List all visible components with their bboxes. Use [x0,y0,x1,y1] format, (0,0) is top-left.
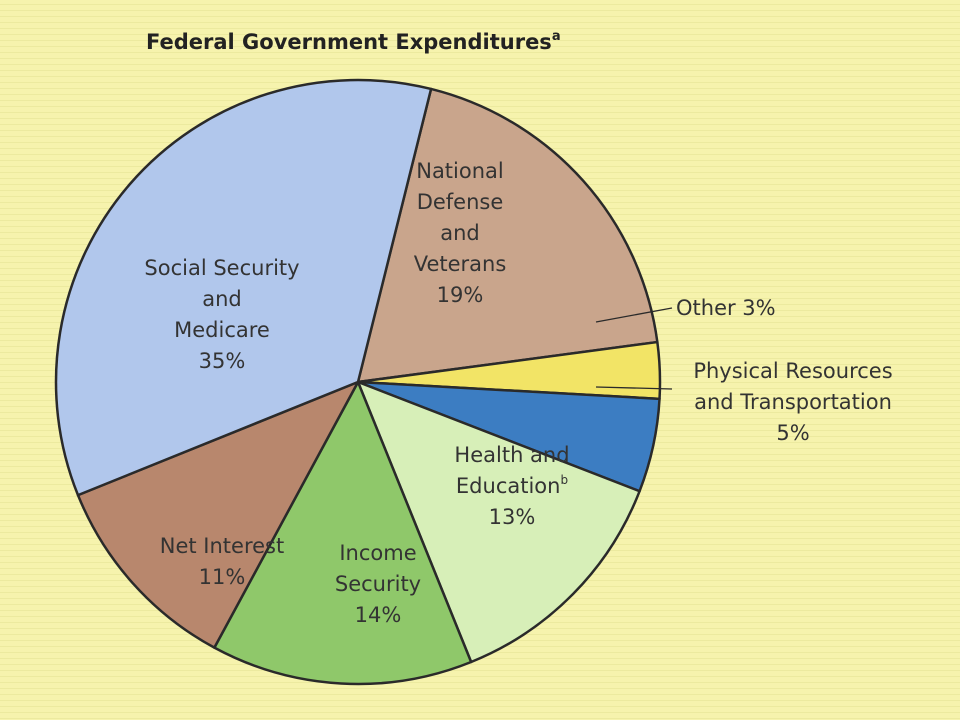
slice-national-defense-and-veterans [356,87,659,384]
label-national-defense-and-veterans: National Defense and Veterans 19% [414,159,507,307]
pie-slices [54,78,662,686]
label-other: Other 3% [676,296,776,320]
label-income-security: Income Security 14% [335,541,421,627]
slice-health-and-education [356,380,641,664]
label-health-and-education: Health and Educationb 13% [454,443,569,529]
label-net-interest: Net Interest 11% [160,534,284,589]
label-social-security-and-medicare: Social Security and Medicare 35% [144,256,299,373]
leader-line-other [595,307,673,323]
slice-labels: National Defense and Veterans 19% Other 3% Phy… [144,159,892,627]
slice-income-security [213,380,473,686]
chart-title: Federal Government Expendituresa [146,29,561,54]
slice-net-interest [76,380,360,649]
slice-social-security-and-medicare [54,78,433,497]
label-physical-resources-and-transportation: Physical Resources and Transportation 5% [693,359,892,445]
leader-line-physical-resources-and-transportation [595,386,673,390]
